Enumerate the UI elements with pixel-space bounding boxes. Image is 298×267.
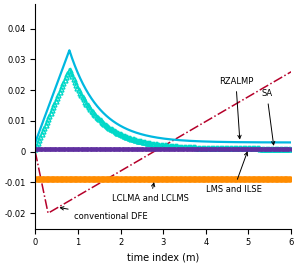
X-axis label: time index (m): time index (m) (127, 253, 199, 263)
Text: LMS and ILSE: LMS and ILSE (206, 152, 262, 194)
Text: RZALMP: RZALMP (219, 77, 253, 139)
Text: LCLMA and LCLMS: LCLMA and LCLMS (112, 183, 189, 203)
Text: SA: SA (261, 89, 275, 145)
Text: conventional DFE: conventional DFE (60, 207, 147, 221)
